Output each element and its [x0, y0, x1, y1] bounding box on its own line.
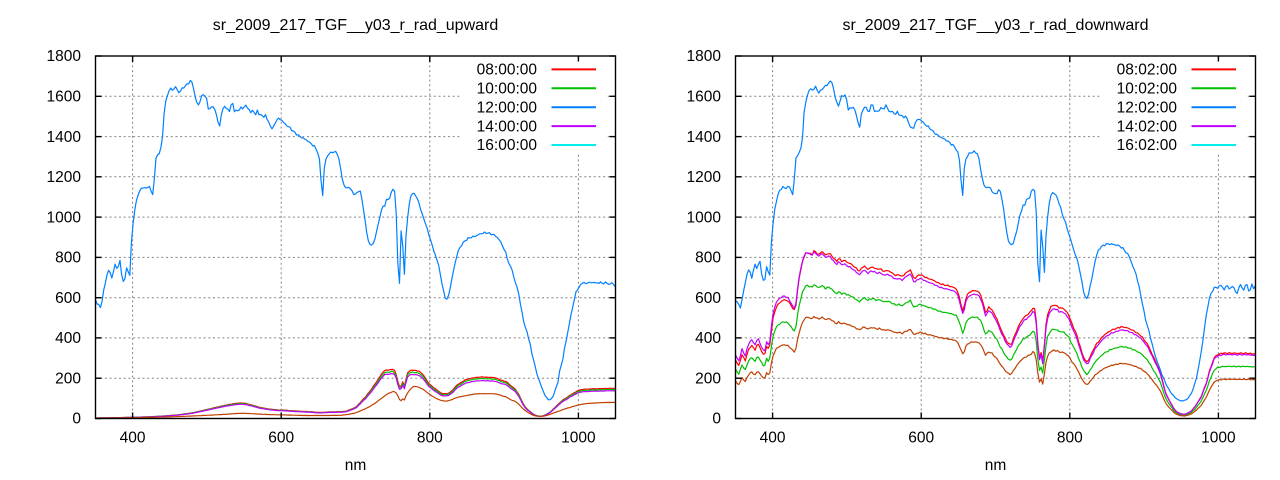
svg-text:10:02:00: 10:02:00: [1117, 81, 1178, 98]
svg-text:800: 800: [1057, 430, 1083, 447]
svg-text:400: 400: [55, 330, 81, 347]
svg-text:14:00:00: 14:00:00: [477, 118, 538, 135]
svg-text:400: 400: [760, 430, 786, 447]
svg-text:1200: 1200: [47, 169, 82, 186]
svg-text:1800: 1800: [687, 48, 722, 65]
svg-text:16:00:00: 16:00:00: [477, 137, 538, 154]
svg-text:400: 400: [120, 430, 146, 447]
svg-text:16:02:00: 16:02:00: [1117, 137, 1178, 154]
svg-text:08:02:00: 08:02:00: [1117, 62, 1178, 79]
svg-text:400: 400: [695, 330, 721, 347]
svg-text:800: 800: [695, 250, 721, 267]
svg-text:08:00:00: 08:00:00: [477, 62, 538, 79]
svg-text:12:00:00: 12:00:00: [477, 99, 538, 116]
svg-text:600: 600: [908, 430, 934, 447]
svg-text:1800: 1800: [47, 48, 82, 65]
svg-text:1600: 1600: [687, 89, 722, 106]
svg-text:1600: 1600: [47, 89, 82, 106]
svg-text:12:02:00: 12:02:00: [1117, 99, 1178, 116]
svg-text:600: 600: [695, 290, 721, 307]
svg-text:nm: nm: [345, 457, 367, 474]
svg-text:10:00:00: 10:00:00: [477, 81, 538, 98]
svg-text:200: 200: [55, 370, 81, 387]
svg-text:200: 200: [695, 370, 721, 387]
svg-text:1200: 1200: [687, 169, 722, 186]
svg-text:nm: nm: [985, 457, 1007, 474]
svg-text:1400: 1400: [687, 129, 722, 146]
svg-text:800: 800: [417, 430, 443, 447]
svg-text:0: 0: [712, 411, 721, 428]
svg-text:1000: 1000: [1201, 430, 1236, 447]
svg-text:1000: 1000: [47, 209, 82, 226]
svg-text:sr_2009_217_TGF__y03_r_rad_dow: sr_2009_217_TGF__y03_r_rad_downward: [843, 17, 1149, 34]
svg-text:sr_2009_217_TGF__y03_r_rad_upw: sr_2009_217_TGF__y03_r_rad_upward: [213, 17, 499, 34]
svg-text:600: 600: [268, 430, 294, 447]
svg-text:0: 0: [72, 411, 81, 428]
svg-text:1000: 1000: [561, 430, 596, 447]
svg-text:14:02:00: 14:02:00: [1117, 118, 1178, 135]
svg-text:800: 800: [55, 250, 81, 267]
svg-text:1400: 1400: [47, 129, 82, 146]
svg-text:1000: 1000: [687, 209, 722, 226]
svg-text:600: 600: [55, 290, 81, 307]
